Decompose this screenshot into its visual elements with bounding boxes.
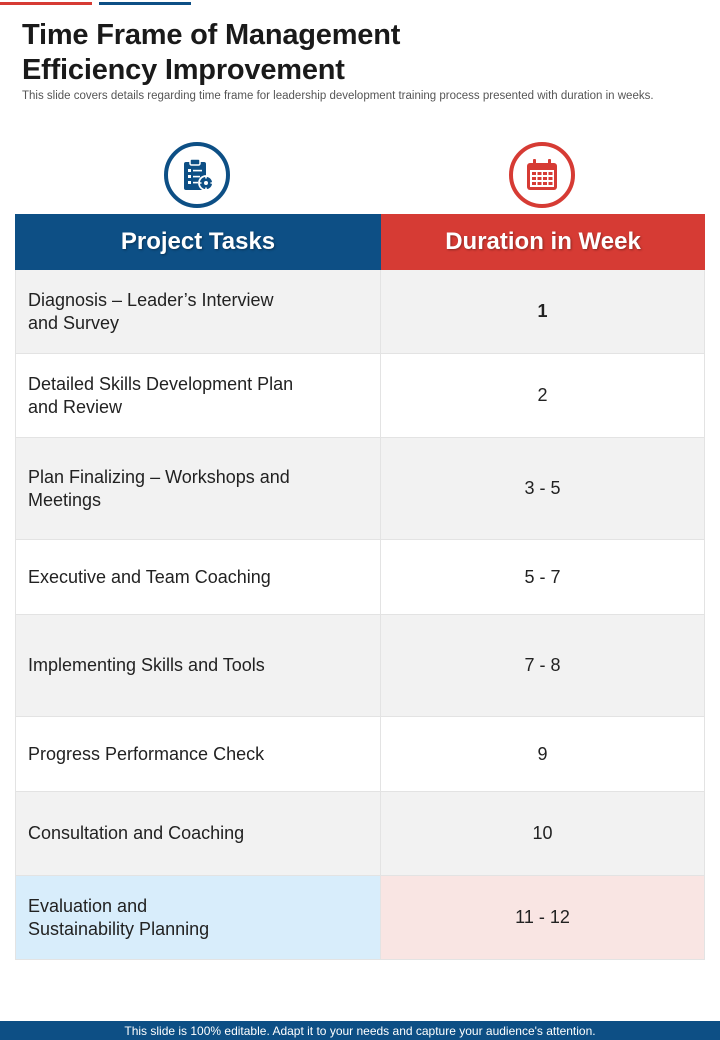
page-subtitle: This slide covers details regarding time…: [22, 90, 654, 102]
task-cell: Implementing Skills and Tools: [15, 615, 381, 716]
clipboard-checklist-icon: [164, 142, 230, 208]
duration-cell: 9: [381, 717, 705, 791]
task-cell: Consultation and Coaching: [15, 792, 381, 875]
table-row: Consultation and Coaching 10: [15, 792, 705, 876]
table-row: Detailed Skills Development Plan and Rev…: [15, 354, 705, 438]
table-row: Diagnosis – Leader’s Interview and Surve…: [15, 270, 705, 354]
table-row: Progress Performance Check 9: [15, 717, 705, 792]
page-title: Time Frame of Management Efficiency Impr…: [22, 18, 400, 88]
duration-cell: 7 - 8: [381, 615, 705, 716]
header-duration: Duration in Week: [381, 214, 705, 270]
title-line-2: Efficiency Improvement: [22, 54, 345, 86]
top-accent-blue: [99, 2, 191, 5]
task-cell: Evaluation and Sustainability Planning: [15, 876, 381, 959]
footer-bar: This slide is 100% editable. Adapt it to…: [0, 1021, 720, 1040]
table-row: Plan Finalizing – Workshops and Meetings…: [15, 438, 705, 540]
title-line-1: Time Frame of Management: [22, 19, 401, 51]
duration-cell: 2: [381, 354, 705, 437]
duration-cell: 5 - 7: [381, 540, 705, 614]
table-row: Evaluation and Sustainability Planning 1…: [15, 876, 705, 960]
task-cell: Executive and Team Coaching: [15, 540, 381, 614]
task-cell: Detailed Skills Development Plan and Rev…: [15, 354, 381, 437]
task-cell: Plan Finalizing – Workshops and Meetings: [15, 438, 381, 539]
calendar-icon: [509, 142, 575, 208]
task-cell: Diagnosis – Leader’s Interview and Surve…: [15, 270, 381, 353]
task-cell: Progress Performance Check: [15, 717, 381, 791]
timeline-table: Project Tasks Duration in Week Diagnosis…: [15, 214, 705, 960]
top-accent-red: [0, 2, 92, 5]
duration-cell: 10: [381, 792, 705, 875]
table-header: Project Tasks Duration in Week: [15, 214, 705, 270]
table-row: Executive and Team Coaching 5 - 7: [15, 540, 705, 615]
duration-cell: 3 - 5: [381, 438, 705, 539]
duration-cell: 1: [381, 270, 705, 353]
header-project-tasks: Project Tasks: [15, 214, 381, 270]
duration-cell: 11 - 12: [381, 876, 705, 959]
table-row: Implementing Skills and Tools 7 - 8: [15, 615, 705, 717]
